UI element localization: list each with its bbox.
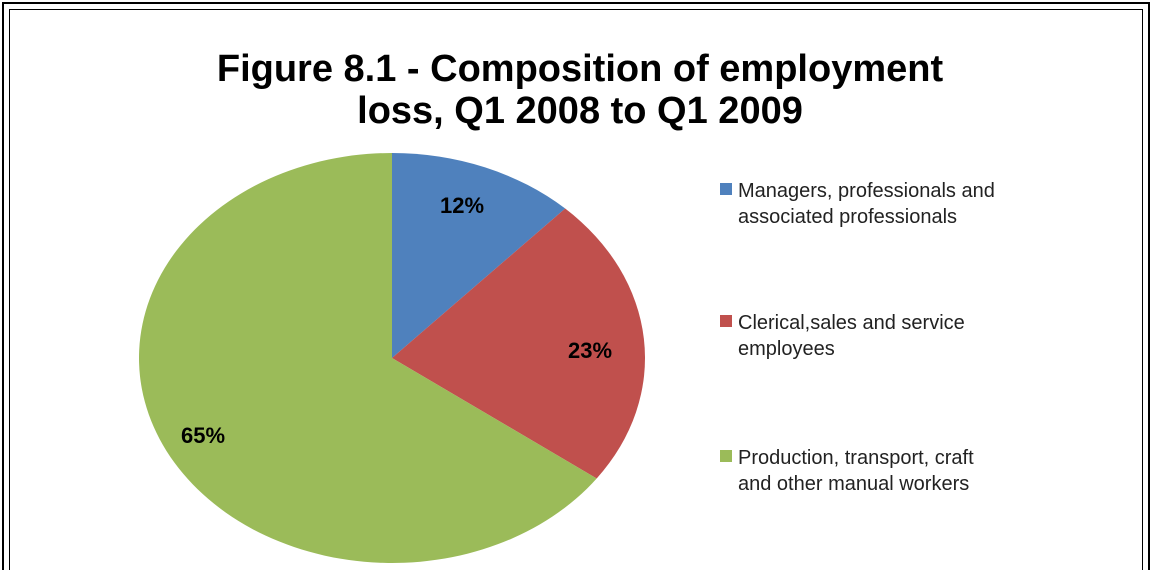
legend-swatch — [720, 450, 732, 462]
data-label: 12% — [440, 193, 484, 218]
data-label: 65% — [181, 423, 225, 448]
legend-swatch — [720, 183, 732, 195]
inner-border — [9, 9, 1143, 570]
data-label: 23% — [568, 338, 612, 363]
pie-slice — [392, 153, 566, 358]
pie-slice — [392, 208, 645, 479]
legend-label: Managers, professionals and associated p… — [738, 180, 995, 228]
legend-label: Clerical,sales and service employees — [738, 312, 965, 360]
pie-slice — [138, 153, 597, 563]
legend-label: Production, transport, craft and other m… — [738, 447, 974, 495]
chart-title: Figure 8.1 - Composition of employment l… — [216, 48, 944, 132]
legend-swatch — [720, 315, 732, 327]
